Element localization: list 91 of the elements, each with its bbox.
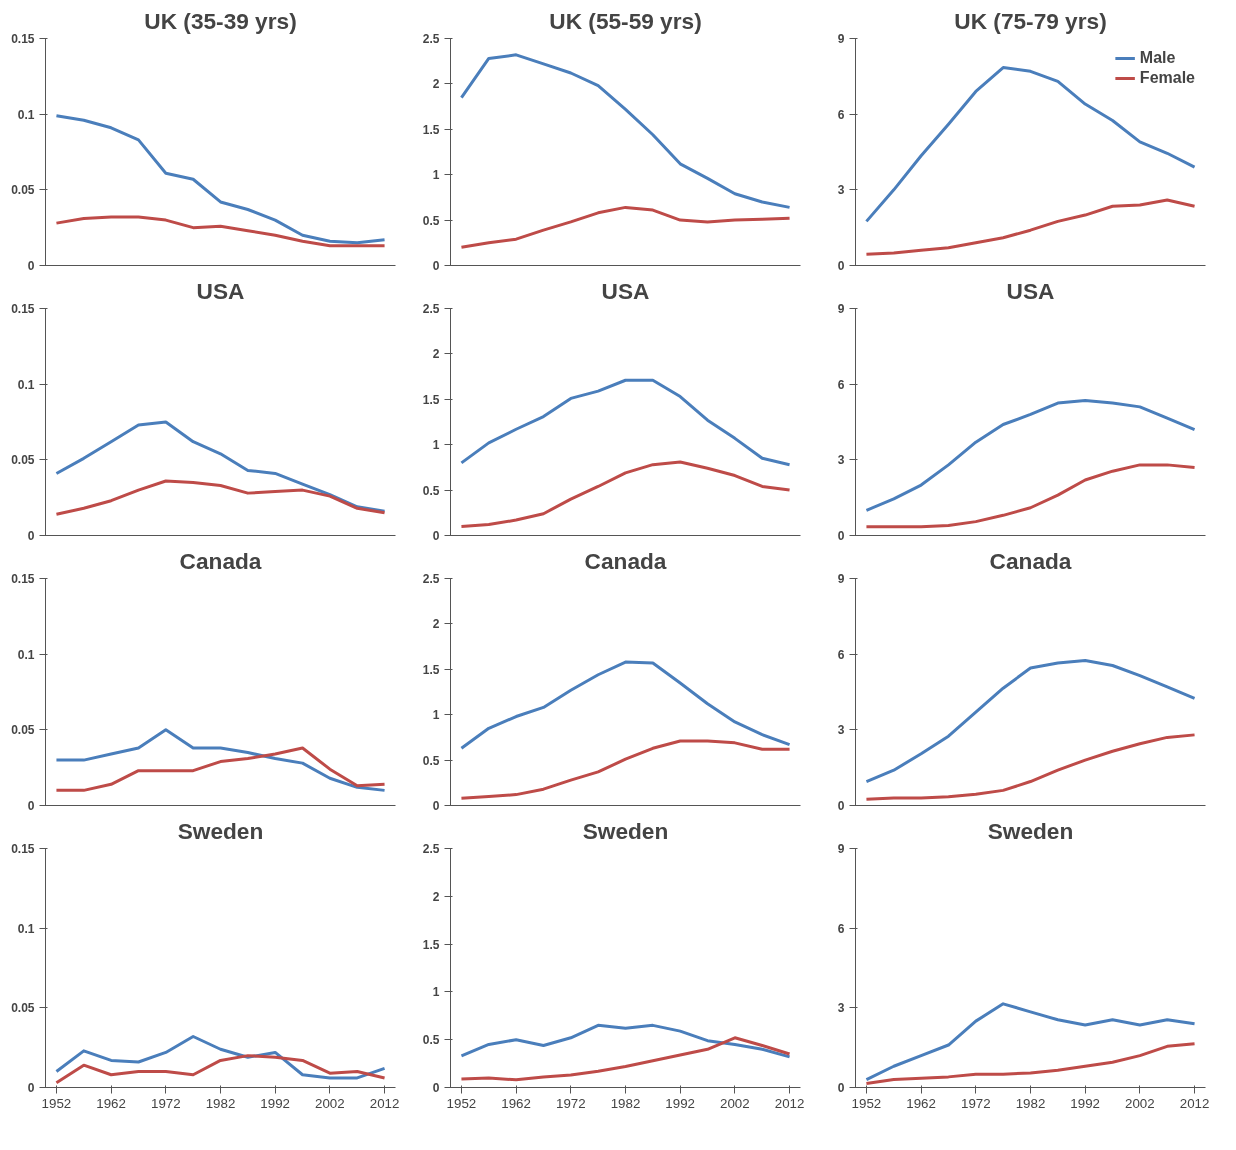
y-tick-label: 2.5 <box>422 842 440 856</box>
chart-title: UK (75-79 yrs) <box>954 7 1107 34</box>
x-tick-label: 2012 <box>774 1095 805 1111</box>
x-tick-label: 1972 <box>150 1095 181 1111</box>
x-tick-label: 1972 <box>555 1095 586 1111</box>
y-tick-label: 1.5 <box>422 392 440 407</box>
y-tick-label: 0 <box>432 259 440 273</box>
y-tick-label: 1.5 <box>422 662 440 677</box>
x-tick-label: 1982 <box>610 1095 641 1111</box>
y-tick-label: 0.5 <box>422 483 440 498</box>
x-tick-label: 1952 <box>446 1095 477 1111</box>
x-tick-label: 1952 <box>851 1095 882 1111</box>
x-tick-label: 2002 <box>720 1095 750 1111</box>
chart-title: UK (35-39 yrs) <box>144 7 297 34</box>
y-tick-label: 2 <box>432 617 440 632</box>
y-tick-label: 3 <box>837 453 845 468</box>
y-tick-label: 9 <box>837 302 845 316</box>
y-tick-label: 0.1 <box>17 107 35 122</box>
chart-title: USA <box>196 277 245 304</box>
y-tick-label: 2 <box>432 347 440 362</box>
x-tick-label: 2002 <box>315 1095 345 1111</box>
chart-title: Canada <box>179 547 262 574</box>
y-tick-label: 0 <box>27 799 35 813</box>
y-tick-label: 6 <box>837 921 845 936</box>
y-tick-label: 0.1 <box>17 921 35 936</box>
x-tick-label: 1952 <box>41 1095 72 1111</box>
y-tick-label: 2 <box>432 77 440 92</box>
y-tick-label: 0.15 <box>11 32 35 46</box>
x-tick-label: 1992 <box>665 1095 696 1111</box>
y-tick-label: 0 <box>432 529 440 543</box>
y-tick-label: 2.5 <box>422 32 440 46</box>
y-tick-label: 1 <box>432 708 440 723</box>
x-tick-label: 1982 <box>205 1095 236 1111</box>
y-tick-label: 0 <box>432 1081 440 1095</box>
y-tick-label: 9 <box>837 842 845 856</box>
x-tick-label: 2012 <box>369 1095 400 1111</box>
y-tick-label: 6 <box>837 107 845 122</box>
y-tick-label: 6 <box>837 647 845 662</box>
y-tick-label: 1 <box>432 438 440 453</box>
y-tick-label: 2.5 <box>422 572 440 586</box>
y-tick-label: 0.05 <box>11 183 35 198</box>
y-tick-label: 0 <box>27 529 35 543</box>
y-tick-label: 3 <box>837 183 845 198</box>
y-tick-label: 0.15 <box>11 302 35 316</box>
y-tick-label: 0 <box>432 799 440 813</box>
y-tick-label: 2.5 <box>422 302 440 316</box>
x-tick-label: 1962 <box>96 1095 126 1111</box>
y-tick-label: 1 <box>432 168 440 183</box>
chart-title: USA <box>601 277 650 304</box>
y-tick-label: 0 <box>837 259 845 273</box>
y-tick-label: 6 <box>837 377 845 392</box>
chart-title: Sweden <box>177 817 264 844</box>
legend-label: Female <box>1139 69 1195 87</box>
y-tick-label: 3 <box>837 723 845 738</box>
x-tick-label: 1982 <box>1015 1095 1046 1111</box>
chart-title: Sweden <box>582 817 669 844</box>
y-tick-label: 0 <box>27 259 35 273</box>
x-tick-label: 1992 <box>260 1095 291 1111</box>
y-tick-label: 2 <box>432 889 440 904</box>
y-tick-label: 0.5 <box>422 753 440 768</box>
y-tick-label: 9 <box>837 32 845 46</box>
y-tick-label: 0.15 <box>11 842 35 856</box>
y-tick-label: 0.1 <box>17 647 35 662</box>
x-tick-label: 1962 <box>906 1095 936 1111</box>
chart-title: Canada <box>584 547 667 574</box>
x-tick-label: 1972 <box>960 1095 991 1111</box>
y-tick-label: 0.15 <box>11 572 35 586</box>
chart-title: USA <box>1006 277 1055 304</box>
legend-label: Male <box>1139 49 1176 67</box>
chart-title: Canada <box>989 547 1072 574</box>
y-tick-label: 0 <box>837 1081 845 1095</box>
x-tick-label: 2012 <box>1179 1095 1210 1111</box>
y-tick-label: 0 <box>27 1081 35 1095</box>
y-tick-label: 0.1 <box>17 377 35 392</box>
y-tick-label: 1.5 <box>422 122 440 137</box>
y-tick-label: 9 <box>837 572 845 586</box>
y-tick-label: 0.05 <box>11 453 35 468</box>
y-tick-label: 1 <box>432 985 440 1000</box>
x-tick-label: 1992 <box>1070 1095 1101 1111</box>
y-tick-label: 1.5 <box>422 937 440 952</box>
x-tick-label: 2002 <box>1125 1095 1155 1111</box>
chart-title: UK (55-59 yrs) <box>549 7 702 34</box>
y-tick-label: 0.5 <box>422 213 440 228</box>
x-tick-label: 1962 <box>501 1095 531 1111</box>
y-tick-label: 0 <box>837 799 845 813</box>
y-tick-label: 0.05 <box>11 723 35 738</box>
y-tick-label: 0.05 <box>11 1001 35 1016</box>
y-tick-label: 0.5 <box>422 1033 440 1048</box>
y-tick-label: 3 <box>837 1001 845 1016</box>
chart-title: Sweden <box>987 817 1074 844</box>
y-tick-label: 0 <box>837 529 845 543</box>
